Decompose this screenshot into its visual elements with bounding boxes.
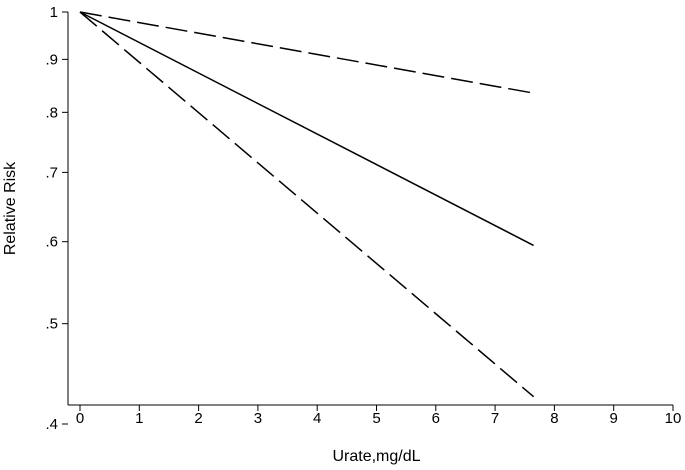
x-tick-label: 5 [372,410,380,427]
x-tick-label: 0 [76,410,84,427]
series-lines [79,11,535,398]
x-tick-label: 6 [432,410,440,427]
axes [67,12,673,406]
solid-series-line [79,11,534,247]
y-tick-label: .7 [45,164,58,181]
y-tick-label: .4 [45,416,58,433]
x-tick-label: 8 [550,410,558,427]
y-tick-label: .8 [45,104,58,121]
y-tick-label: .5 [45,316,58,333]
y-axis-title: Relative Risk [2,161,19,255]
x-tick-label: 3 [254,410,262,427]
x-axis-title: Urate,mg/dL [332,448,420,465]
dashed-series-line [79,11,535,398]
x-tick-label: 1 [135,410,143,427]
y-tick-label: .9 [45,51,58,68]
y-tick-label: .6 [45,234,58,251]
dashed-series-line [79,11,534,94]
x-tick-label: 9 [610,410,618,427]
y-axis-ticks: .4 .5 .6 .7 .8 .9 1 [45,4,68,433]
x-tick-label: 4 [313,410,321,427]
x-axis-ticks: 0 1 2 3 4 5 6 7 8 9 10 [76,405,682,427]
x-tick-label: 2 [194,410,202,427]
y-tick-label: 1 [50,4,58,21]
x-tick-label: 7 [491,410,499,427]
x-tick-label: 10 [665,410,682,427]
